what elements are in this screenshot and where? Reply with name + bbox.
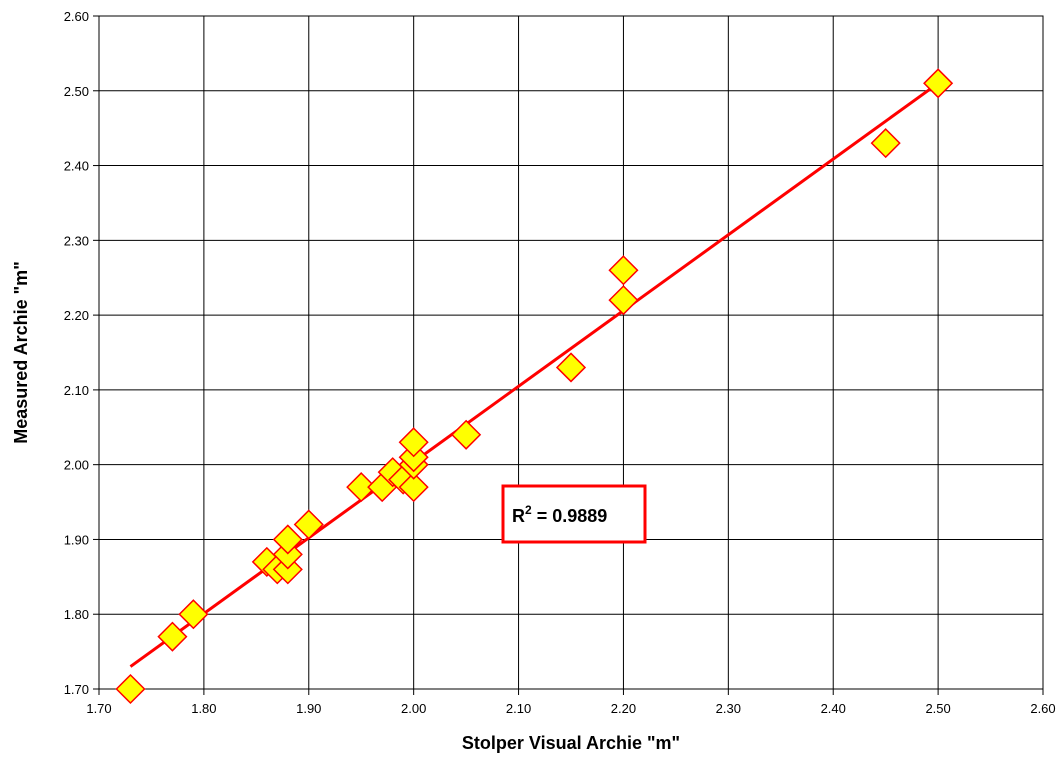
y-tick-label: 1.80 [64,607,89,622]
y-tick-label: 2.40 [64,159,89,174]
data-point-diamond [608,255,639,286]
r-squared-annotation: R2 = 0.9889 [501,484,647,544]
data-point-diamond [293,509,324,540]
x-tick-label: 1.80 [191,701,216,716]
data-point-diamond [272,524,303,555]
x-tick-label: 2.60 [1030,701,1055,716]
x-tick-label: 2.20 [611,701,636,716]
y-tick-label: 1.90 [64,532,89,547]
x-axis-ticks: 1.70 1.80 1.90 2.00 2.10 2.20 2.30 2.40 2.50 2.60 [86,689,1056,716]
linear-trendline [129,82,939,668]
data-point-diamond [398,472,429,503]
data-points [115,68,954,705]
data-point-diamond [346,472,377,503]
plot-area-frame [98,15,1044,690]
data-point-diamond [923,68,954,99]
r-squared-box [501,484,647,544]
y-tick-label: 2.20 [64,308,89,323]
x-tick-label: 2.00 [401,701,426,716]
r-squared-prefix: R [512,506,525,526]
y-tick-label: 2.60 [64,9,89,24]
r-squared-value: = 0.9889 [532,506,608,526]
y-tick-label: 2.50 [64,84,89,99]
y-axis-title: Measured Archie "m" [11,261,31,443]
data-point-diamond [608,285,639,316]
data-point-diamond [115,673,146,705]
data-point-diamond [451,419,482,450]
y-tick-label: 1.70 [64,682,89,697]
x-tick-label: 2.30 [716,701,741,716]
x-tick-label: 2.40 [821,701,846,716]
x-tick-label: 1.70 [86,701,111,716]
data-point-diamond [870,128,901,159]
x-axis-title: Stolper Visual Archie "m" [462,733,680,753]
data-point-diamond [178,599,209,630]
y-tick-label: 2.30 [64,233,89,248]
r-squared-label: R2 = 0.9889 [512,503,607,526]
x-tick-label: 2.50 [925,701,950,716]
data-point-diamond [157,621,188,652]
y-axis-ticks: 1.70 1.80 1.90 2.00 2.10 2.20 2.30 2.40 2.50 2.60 [64,9,99,697]
data-point-diamond [398,427,429,458]
x-tick-label: 1.90 [296,701,321,716]
x-tick-label: 2.10 [506,701,531,716]
r-squared-superscript: 2 [525,503,532,517]
y-tick-label: 2.10 [64,383,89,398]
data-point-diamond [555,352,587,383]
y-tick-label: 2.00 [64,458,89,473]
